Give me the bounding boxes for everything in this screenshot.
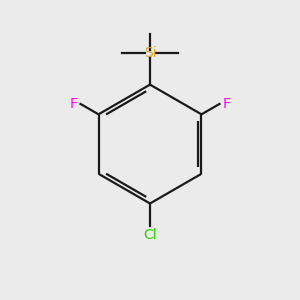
Text: F: F: [223, 97, 230, 111]
Text: F: F: [70, 97, 77, 111]
Text: Cl: Cl: [143, 228, 157, 242]
Text: Si: Si: [144, 46, 156, 60]
